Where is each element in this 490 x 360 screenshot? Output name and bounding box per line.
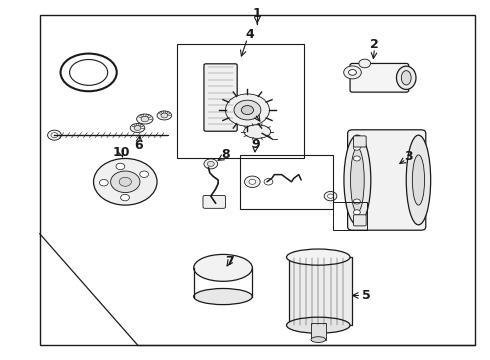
Circle shape <box>204 159 218 169</box>
Text: 10: 10 <box>113 145 130 158</box>
Circle shape <box>121 194 129 201</box>
Ellipse shape <box>194 288 252 305</box>
FancyBboxPatch shape <box>347 130 426 230</box>
Ellipse shape <box>134 126 141 130</box>
Ellipse shape <box>119 177 131 186</box>
Ellipse shape <box>413 155 424 205</box>
Circle shape <box>328 194 333 198</box>
Text: 9: 9 <box>251 138 260 151</box>
Ellipse shape <box>234 100 261 120</box>
Ellipse shape <box>287 317 350 333</box>
Ellipse shape <box>225 94 270 126</box>
Ellipse shape <box>406 135 431 225</box>
Circle shape <box>348 69 356 75</box>
Text: 3: 3 <box>404 150 413 163</box>
Text: 2: 2 <box>370 38 379 51</box>
Text: 5: 5 <box>362 289 370 302</box>
Ellipse shape <box>287 249 350 265</box>
Ellipse shape <box>396 66 416 89</box>
Ellipse shape <box>244 125 270 138</box>
Ellipse shape <box>157 111 171 120</box>
Circle shape <box>51 133 58 138</box>
Circle shape <box>245 176 260 188</box>
Circle shape <box>353 156 360 161</box>
Ellipse shape <box>94 158 157 205</box>
Ellipse shape <box>194 255 252 281</box>
Ellipse shape <box>350 148 364 212</box>
Ellipse shape <box>401 71 411 85</box>
FancyBboxPatch shape <box>350 63 409 92</box>
Ellipse shape <box>130 123 145 132</box>
Circle shape <box>343 66 361 79</box>
Ellipse shape <box>344 135 371 225</box>
FancyBboxPatch shape <box>353 136 366 147</box>
Circle shape <box>99 180 108 186</box>
Ellipse shape <box>311 337 326 342</box>
Circle shape <box>264 179 273 185</box>
Ellipse shape <box>137 114 153 124</box>
FancyBboxPatch shape <box>204 64 237 131</box>
Bar <box>240 155 333 209</box>
Circle shape <box>249 179 256 184</box>
Text: 6: 6 <box>135 139 143 152</box>
Circle shape <box>353 210 360 215</box>
Bar <box>311 323 326 339</box>
Circle shape <box>324 192 337 201</box>
FancyBboxPatch shape <box>203 195 225 208</box>
Ellipse shape <box>111 171 140 193</box>
Text: 4: 4 <box>245 28 254 41</box>
Circle shape <box>48 130 61 140</box>
Bar <box>333 202 367 230</box>
Circle shape <box>359 59 370 68</box>
Ellipse shape <box>242 105 253 114</box>
Circle shape <box>116 163 125 170</box>
Bar <box>40 15 475 345</box>
Ellipse shape <box>141 116 148 122</box>
Text: 8: 8 <box>221 148 230 161</box>
FancyBboxPatch shape <box>353 215 366 226</box>
Circle shape <box>353 199 360 204</box>
Text: 7: 7 <box>225 255 234 268</box>
Circle shape <box>353 145 360 150</box>
Circle shape <box>140 171 148 177</box>
Circle shape <box>207 161 214 166</box>
Ellipse shape <box>161 113 168 118</box>
Bar <box>176 44 304 158</box>
Text: 1: 1 <box>253 7 262 20</box>
Bar <box>289 257 352 325</box>
